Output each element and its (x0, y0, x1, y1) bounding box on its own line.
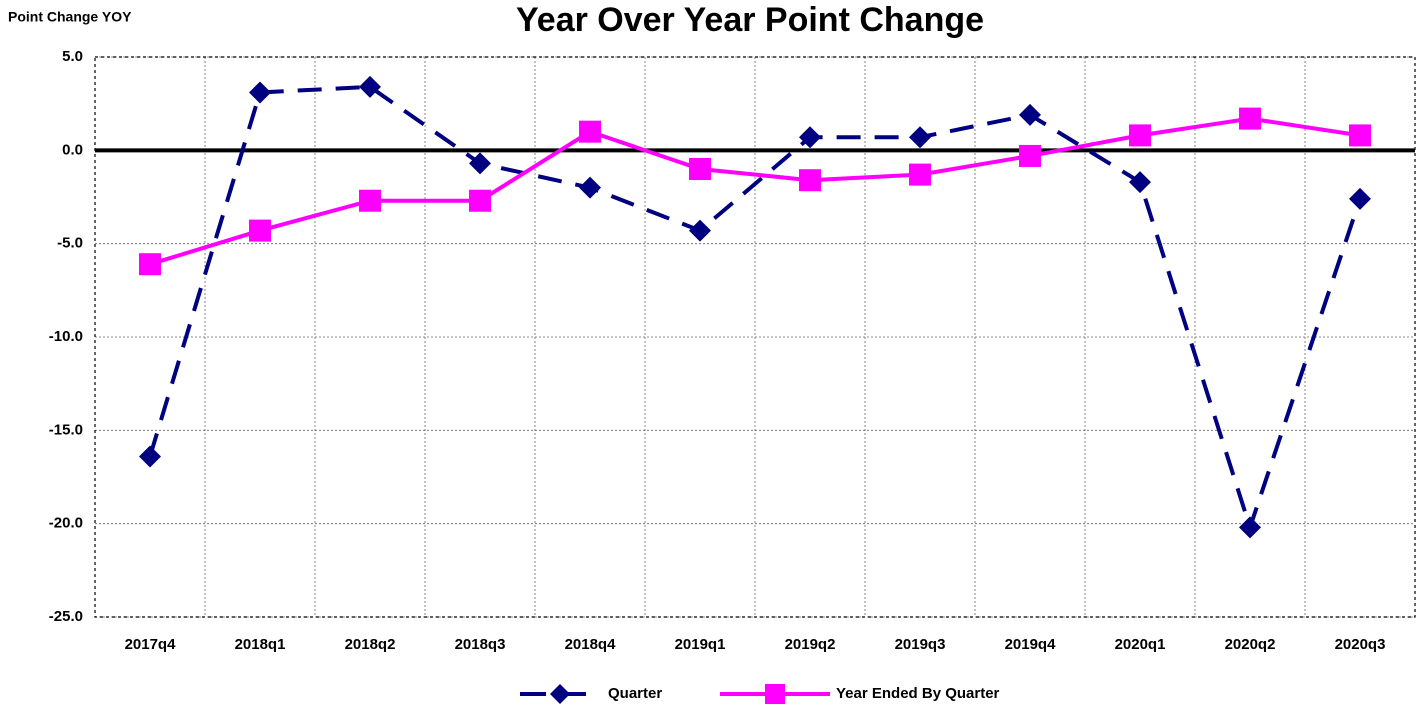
legend-label: Quarter (608, 685, 662, 702)
x-tick-label: 2019q3 (895, 636, 946, 653)
diamond-marker (1239, 516, 1261, 539)
x-tick-label: 2018q1 (235, 636, 286, 653)
x-tick-label: 2017q4 (125, 636, 177, 653)
diamond-marker (909, 126, 931, 149)
square-marker (1019, 144, 1041, 167)
square-marker (139, 253, 161, 276)
y-tick-label: -10.0 (49, 328, 83, 345)
y-tick-label: -5.0 (57, 235, 83, 252)
diamond-marker (1129, 171, 1151, 194)
diamond-marker (799, 126, 821, 149)
square-marker (909, 163, 931, 186)
diamond-marker (579, 176, 601, 199)
x-tick-label: 2020q3 (1335, 636, 1386, 653)
y-tick-label: -25.0 (49, 608, 83, 625)
square-marker (799, 169, 821, 192)
x-tick-label: 2020q2 (1225, 636, 1276, 653)
diamond-marker (139, 445, 161, 468)
x-tick-label: 2018q4 (565, 636, 617, 653)
diamond-marker (359, 75, 381, 98)
diamond-marker (469, 152, 491, 175)
square-marker (1239, 107, 1261, 130)
square-marker (469, 189, 491, 212)
x-tick-label: 2018q2 (345, 636, 396, 653)
diamond-marker (249, 81, 271, 104)
y-axis-label: Point Change YOY (8, 9, 132, 25)
square-marker (249, 219, 271, 242)
x-tick-label: 2018q3 (455, 636, 506, 653)
x-tick-label: 2019q2 (785, 636, 836, 653)
legend-label: Year Ended By Quarter (836, 685, 1000, 702)
diamond-marker (1349, 187, 1371, 210)
x-tick-label: 2019q1 (675, 636, 726, 653)
square-marker (579, 120, 601, 143)
square-marker (1349, 124, 1371, 147)
x-tick-label: 2019q4 (1005, 636, 1057, 653)
series-line (148, 84, 1362, 534)
series-line (149, 116, 1361, 267)
chart-title: Year Over Year Point Change (516, 1, 984, 39)
square-marker (1129, 124, 1151, 147)
y-tick-label: 0.0 (62, 141, 83, 158)
plot-border (94, 56, 1416, 618)
diamond-marker (1019, 103, 1041, 126)
diamond-marker (689, 219, 711, 242)
square-marker (359, 189, 381, 212)
square-marker (689, 158, 711, 180)
legend-marker (550, 684, 570, 704)
y-tick-label: 5.0 (62, 48, 83, 65)
y-tick-label: -20.0 (49, 515, 83, 532)
legend-marker (765, 684, 785, 704)
y-tick-label: -15.0 (49, 421, 83, 438)
x-tick-label: 2020q1 (1115, 636, 1166, 653)
